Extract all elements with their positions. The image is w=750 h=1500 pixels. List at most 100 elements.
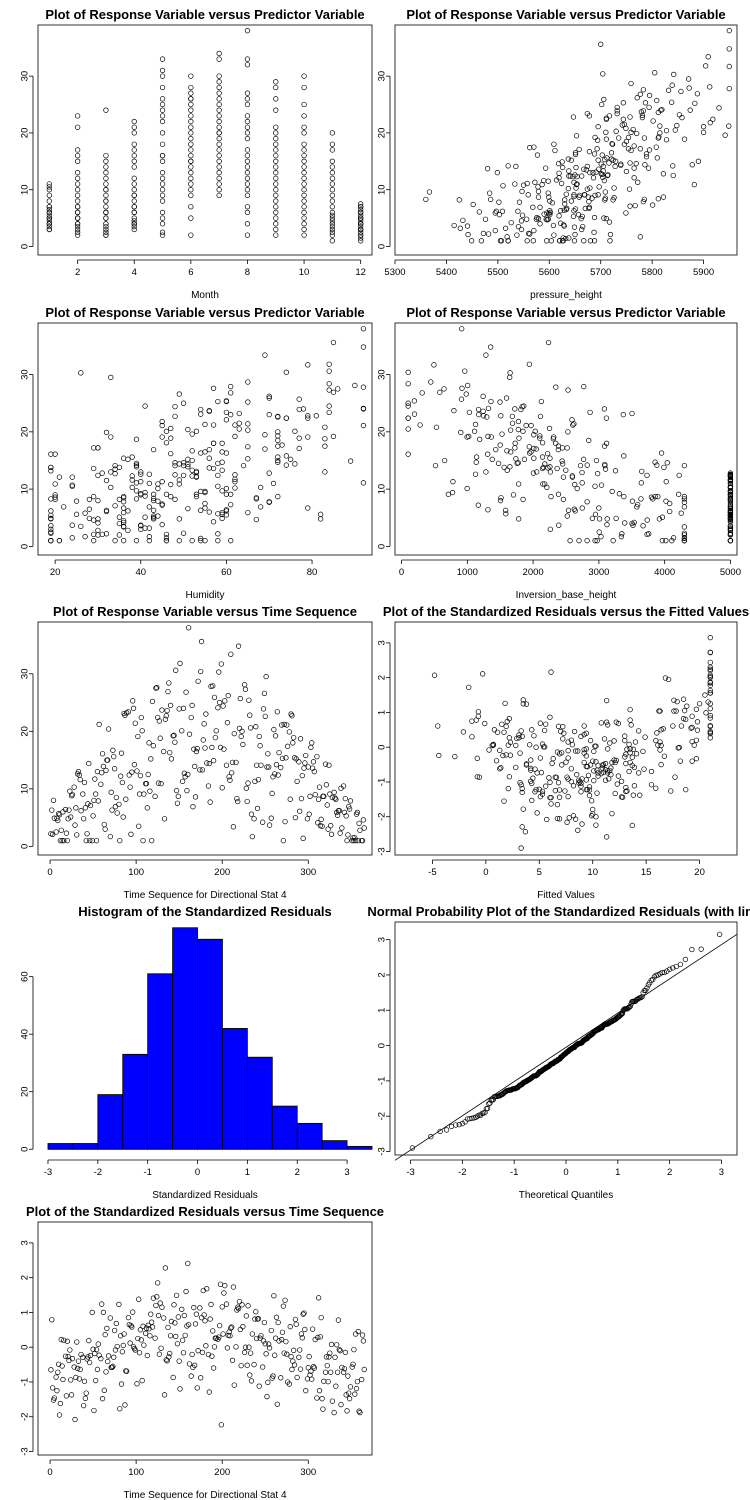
data-point <box>523 422 529 429</box>
data-point <box>513 456 519 462</box>
x-tick-label: 5900 <box>693 267 714 278</box>
data-point <box>515 426 521 433</box>
data-point <box>495 460 502 466</box>
data-point <box>611 185 617 191</box>
data-point <box>125 456 131 462</box>
y-tick-label: 0 <box>377 745 388 750</box>
data-point <box>519 785 525 792</box>
data-point <box>352 1391 358 1397</box>
histogram-bar <box>97 1094 124 1150</box>
data-point <box>95 472 101 479</box>
data-point <box>177 660 183 667</box>
data-point <box>118 1381 125 1387</box>
data-point <box>103 429 110 436</box>
data-point <box>505 163 511 169</box>
data-point <box>237 1326 243 1333</box>
data-point <box>303 752 309 759</box>
data-point <box>210 757 217 764</box>
data-point <box>411 398 417 404</box>
data-point <box>565 776 571 782</box>
data-point <box>556 170 562 176</box>
data-point <box>286 1381 293 1387</box>
data-point <box>441 386 447 392</box>
data-point <box>189 702 195 709</box>
data-point <box>150 1295 157 1301</box>
panel-resid-time: Plot of the Standardized Residuals versu… <box>20 1204 385 1500</box>
data-point <box>593 743 599 749</box>
data-point <box>451 222 457 229</box>
data-point <box>566 235 572 241</box>
data-point <box>662 675 669 681</box>
data-point <box>270 1373 276 1379</box>
data-point <box>159 84 166 91</box>
data-point <box>660 194 667 200</box>
data-point <box>498 765 504 771</box>
data-point <box>655 135 661 141</box>
chart-title: Plot of the Standardized Residuals versu… <box>383 604 749 619</box>
data-point <box>671 71 677 78</box>
data-point <box>87 802 94 809</box>
data-point <box>405 381 411 387</box>
data-point <box>275 772 281 778</box>
x-axis-label: Humidity <box>186 590 225 601</box>
data-point <box>559 461 566 467</box>
data-point <box>501 729 507 735</box>
data-point <box>239 1302 245 1308</box>
data-point <box>657 708 663 714</box>
data-point <box>244 147 251 153</box>
data-point <box>228 383 234 390</box>
data-point <box>228 412 234 418</box>
data-point <box>606 113 613 119</box>
data-point <box>80 816 87 822</box>
data-point <box>202 421 208 428</box>
data-point <box>589 195 595 201</box>
data-point <box>570 783 577 789</box>
data-point <box>670 163 676 169</box>
data-point <box>642 162 648 168</box>
data-point <box>622 520 628 526</box>
data-point <box>235 1305 242 1312</box>
data-point <box>512 181 518 187</box>
data-point <box>583 753 589 759</box>
data-point <box>301 198 307 204</box>
data-point <box>159 67 166 74</box>
data-point <box>607 238 613 244</box>
data-point <box>360 817 367 823</box>
data-point <box>671 708 677 714</box>
data-point <box>650 976 656 983</box>
data-point <box>223 417 230 423</box>
data-point <box>707 120 713 126</box>
data-point <box>678 723 685 729</box>
data-point <box>568 737 574 743</box>
data-point <box>326 762 332 768</box>
data-point <box>164 707 170 714</box>
data-point <box>215 472 221 479</box>
data-point <box>129 1324 135 1330</box>
x-axis-label: Inversion_base_height <box>516 590 617 601</box>
data-point <box>91 1407 97 1414</box>
data-point <box>707 729 713 736</box>
data-point <box>556 816 563 822</box>
data-point <box>48 451 54 457</box>
data-point <box>197 767 203 773</box>
data-point <box>174 1341 181 1347</box>
data-point <box>587 737 594 744</box>
data-point <box>273 209 279 216</box>
data-point <box>130 1309 136 1315</box>
data-point <box>467 1115 473 1122</box>
data-point <box>354 809 361 816</box>
data-point <box>131 226 137 233</box>
data-point <box>317 511 324 517</box>
x-tick-label: 2 <box>75 267 80 278</box>
data-point <box>556 794 563 800</box>
data-point <box>655 493 661 500</box>
data-point <box>188 187 194 193</box>
data-point <box>90 813 96 819</box>
data-point <box>305 764 311 770</box>
data-point <box>159 221 166 227</box>
data-point <box>560 474 567 480</box>
data-point <box>244 221 251 227</box>
data-point <box>138 469 144 475</box>
data-point <box>548 801 554 807</box>
data-point <box>96 721 102 728</box>
